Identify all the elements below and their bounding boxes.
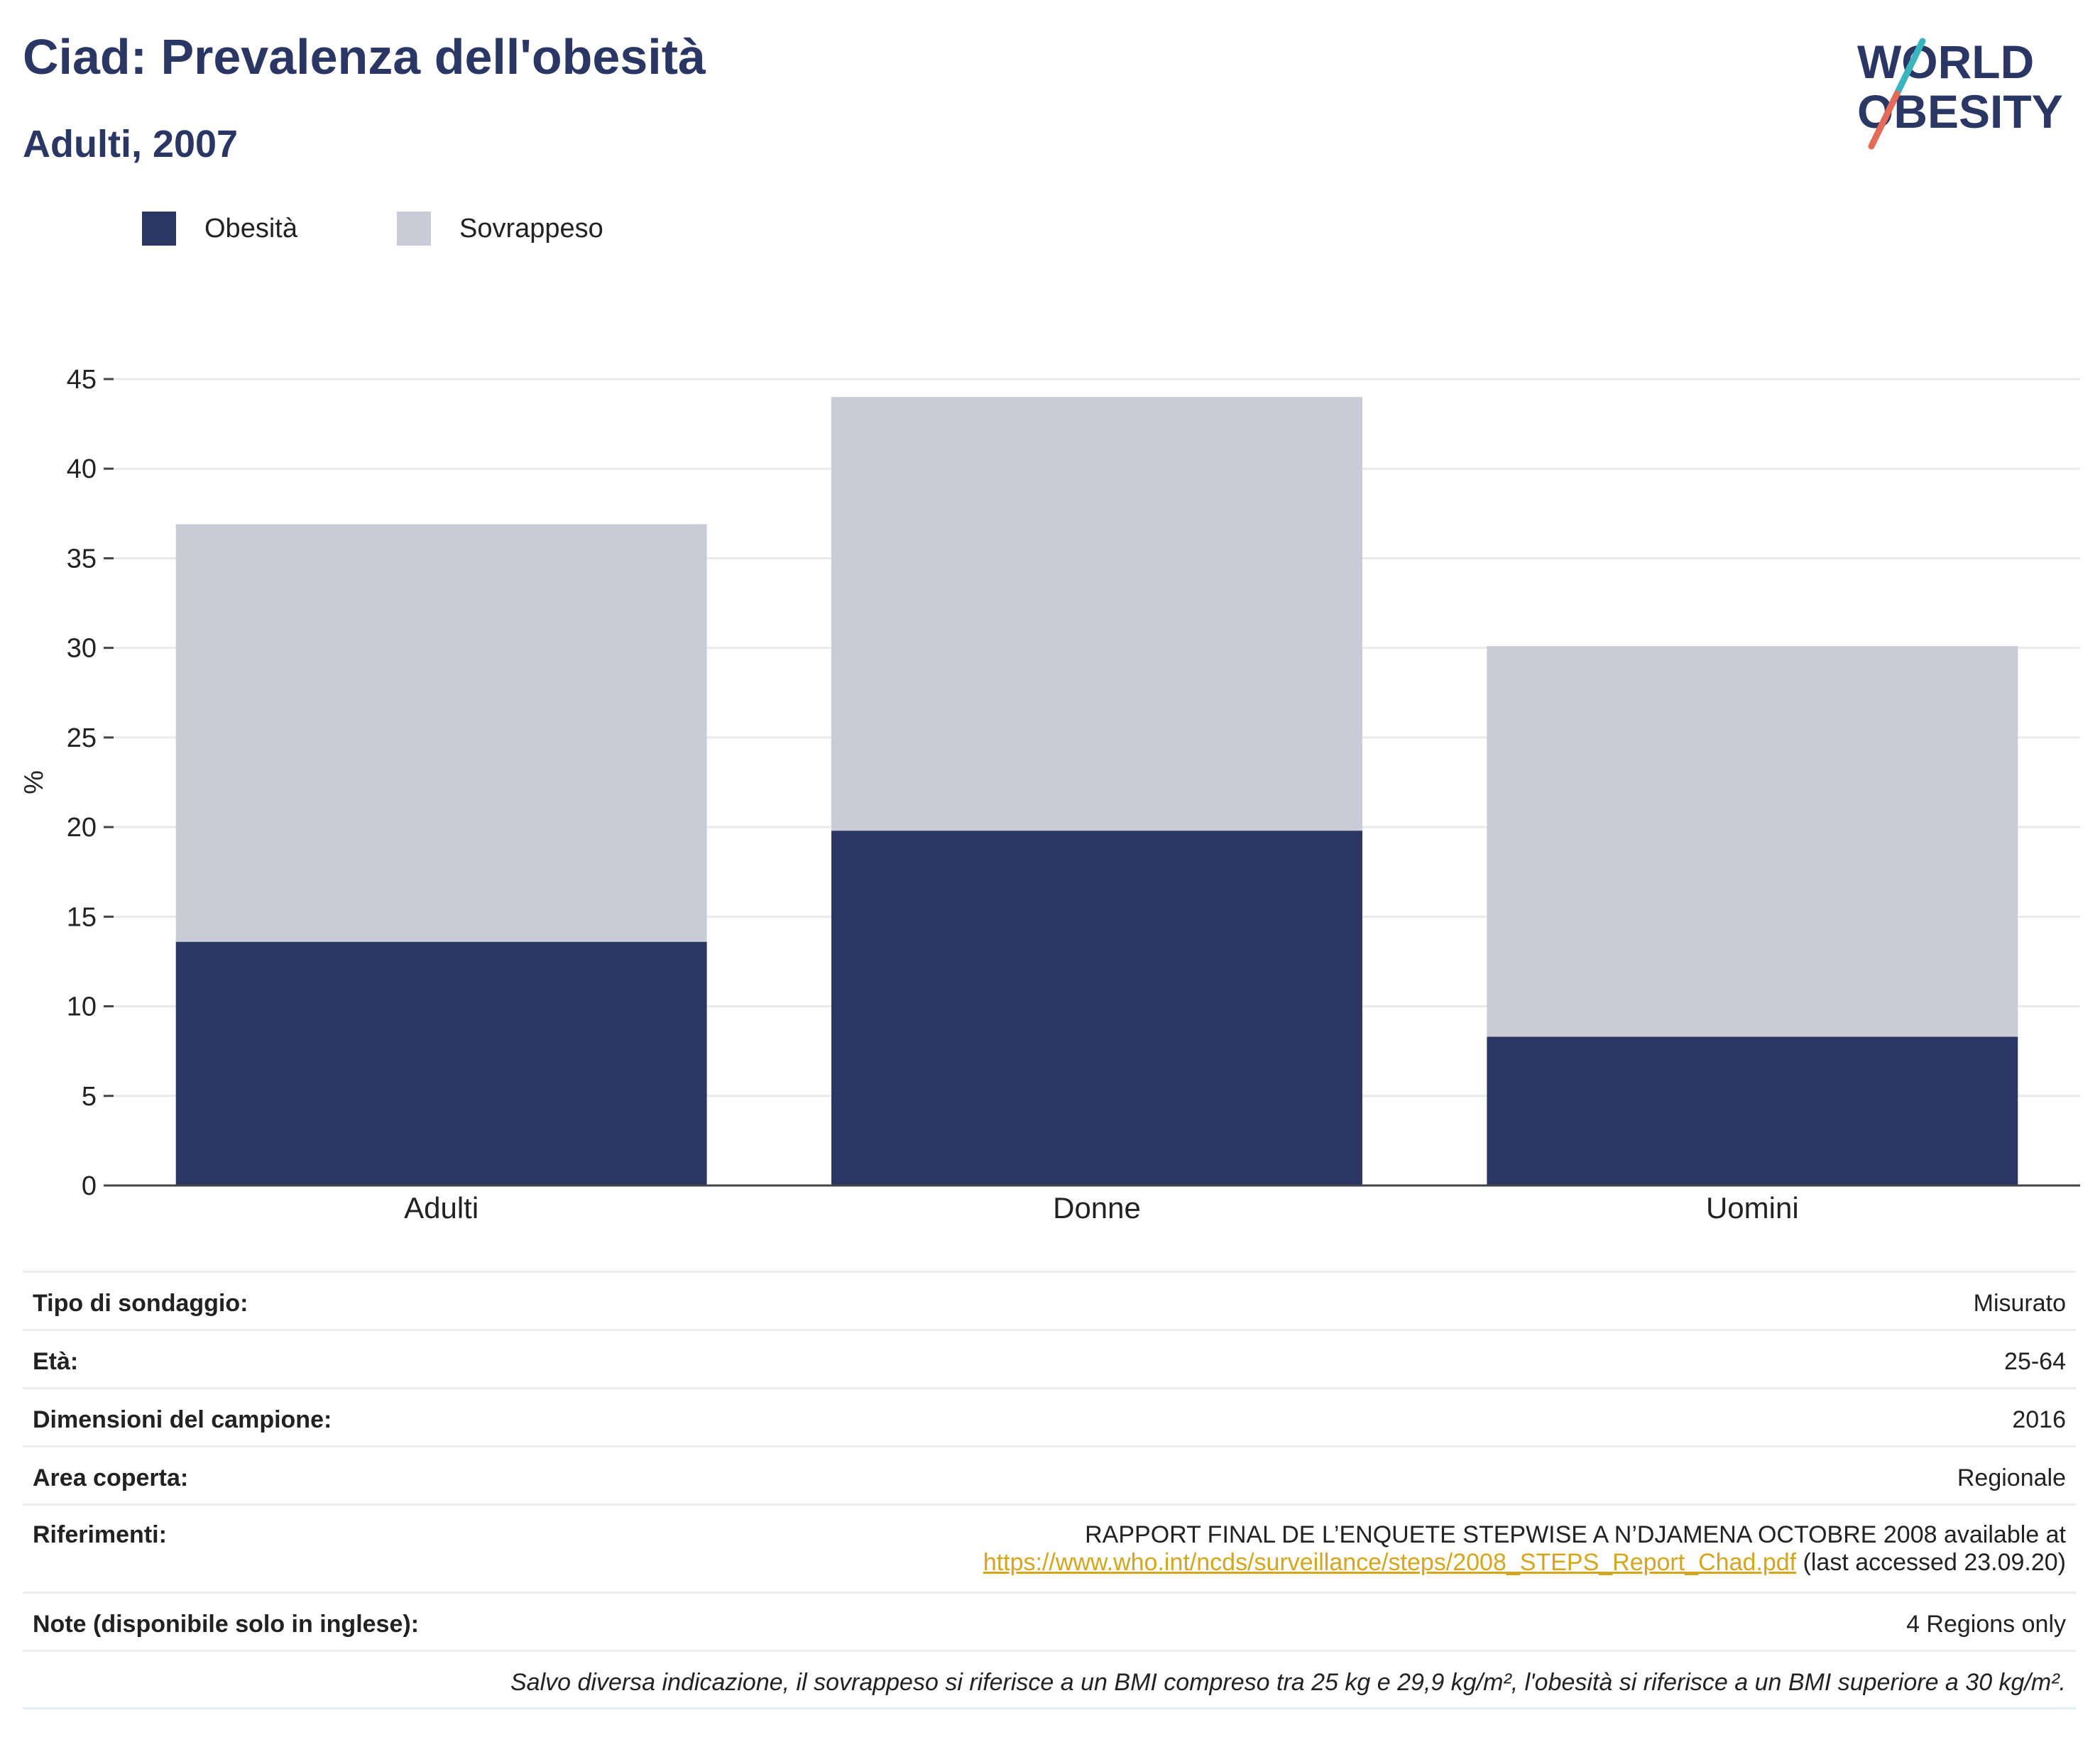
bar-donne-overweight[interactable] bbox=[831, 397, 1362, 831]
bar-uomini-obesity[interactable] bbox=[1487, 1036, 2018, 1185]
y-axis-label: % bbox=[19, 770, 49, 794]
y-tick-label: 20 bbox=[67, 813, 97, 843]
info-label: Note (disponibile solo in inglese): bbox=[33, 1611, 420, 1638]
logo-slash-bottom bbox=[1868, 90, 1901, 150]
y-tick-label: 10 bbox=[67, 992, 97, 1022]
references-text: RAPPORT FINAL DE L’ENQUETE STEPWISE A N’… bbox=[1085, 1521, 2066, 1548]
legend-swatch-obesity bbox=[142, 212, 176, 246]
bars bbox=[175, 397, 2018, 1185]
x-axis-labels: Adulti Donne Uomini bbox=[404, 1191, 1799, 1225]
chart-subtitle: Adulti, 2007 bbox=[23, 123, 239, 165]
y-tick-label: 15 bbox=[67, 902, 97, 932]
x-tick-label: Adulti bbox=[404, 1191, 478, 1225]
x-tick-label: Donne bbox=[1053, 1191, 1141, 1225]
y-tick-label: 0 bbox=[82, 1171, 97, 1201]
info-row-references: Riferimenti: RAPPORT FINAL DE L’ENQUETE … bbox=[23, 1504, 2076, 1592]
info-value: Regionale bbox=[1957, 1464, 2066, 1491]
bar-adulti-obesity[interactable] bbox=[175, 941, 707, 1185]
info-row-age: Età: 25-64 bbox=[23, 1329, 2076, 1387]
footnote: Salvo diversa indicazione, il sovrappeso… bbox=[23, 1650, 2076, 1709]
bar-adulti-overweight[interactable] bbox=[175, 524, 707, 942]
legend-swatch-overweight bbox=[396, 212, 431, 246]
y-tick-label: 35 bbox=[67, 544, 97, 574]
info-label: Riferimenti: bbox=[33, 1521, 167, 1548]
chart-title: Ciad: Prevalenza dell'obesità bbox=[23, 29, 706, 84]
logo-line-world: WORLD bbox=[1857, 35, 2034, 88]
y-tick-label: 45 bbox=[67, 365, 97, 395]
info-value: 4 Regions only bbox=[1906, 1611, 2066, 1638]
info-value: 25-64 bbox=[2004, 1348, 2066, 1375]
legend-item-overweight[interactable]: Sovrappeso bbox=[396, 212, 603, 246]
x-tick-label: Uomini bbox=[1706, 1191, 1799, 1225]
info-row-survey-type: Tipo di sondaggio: Misurato bbox=[23, 1271, 2076, 1329]
info-label: Area coperta: bbox=[33, 1464, 189, 1491]
info-value: 2016 bbox=[2012, 1406, 2066, 1433]
info-label: Età: bbox=[33, 1348, 79, 1375]
y-tick-label: 25 bbox=[67, 723, 97, 753]
legend-label-obesity: Obesità bbox=[204, 213, 297, 243]
y-axis-ticks: 0 5 10 15 20 25 30 35 40 45 bbox=[67, 365, 114, 1201]
references-suffix: (last accessed 23.09.20) bbox=[1796, 1549, 2066, 1576]
logo-slash-top bbox=[1893, 38, 1926, 97]
references-link[interactable]: https://www.who.int/ncds/surveillance/st… bbox=[983, 1549, 1797, 1576]
legend: Obesità Sovrappeso bbox=[142, 212, 703, 246]
references-value: RAPPORT FINAL DE L’ENQUETE STEPWISE A N’… bbox=[983, 1521, 2066, 1577]
info-label: Dimensioni del campione: bbox=[33, 1406, 332, 1433]
legend-label-overweight: Sovrappeso bbox=[459, 213, 603, 243]
bar-donne-obesity[interactable] bbox=[831, 831, 1362, 1185]
info-table: Tipo di sondaggio: Misurato Età: 25-64 D… bbox=[23, 1271, 2076, 1709]
world-obesity-logo: WORLD OBESITY bbox=[1857, 35, 2063, 150]
y-tick-label: 40 bbox=[67, 454, 97, 484]
info-row-area: Area coperta: Regionale bbox=[23, 1445, 2076, 1504]
info-label: Tipo di sondaggio: bbox=[33, 1290, 248, 1317]
info-row-sample-size: Dimensioni del campione: 2016 bbox=[23, 1387, 2076, 1445]
legend-item-obesity[interactable]: Obesità bbox=[142, 212, 297, 246]
stacked-bar-chart: 0 5 10 15 20 25 30 35 40 45 Adulti Donne Uomini % bbox=[19, 365, 2080, 1225]
info-value: Misurato bbox=[1973, 1290, 2066, 1317]
y-tick-label: 5 bbox=[82, 1082, 97, 1112]
bar-uomini-overweight[interactable] bbox=[1487, 646, 2018, 1037]
y-tick-label: 30 bbox=[67, 634, 97, 664]
info-row-notes: Note (disponibile solo in inglese): 4 Re… bbox=[23, 1592, 2076, 1650]
